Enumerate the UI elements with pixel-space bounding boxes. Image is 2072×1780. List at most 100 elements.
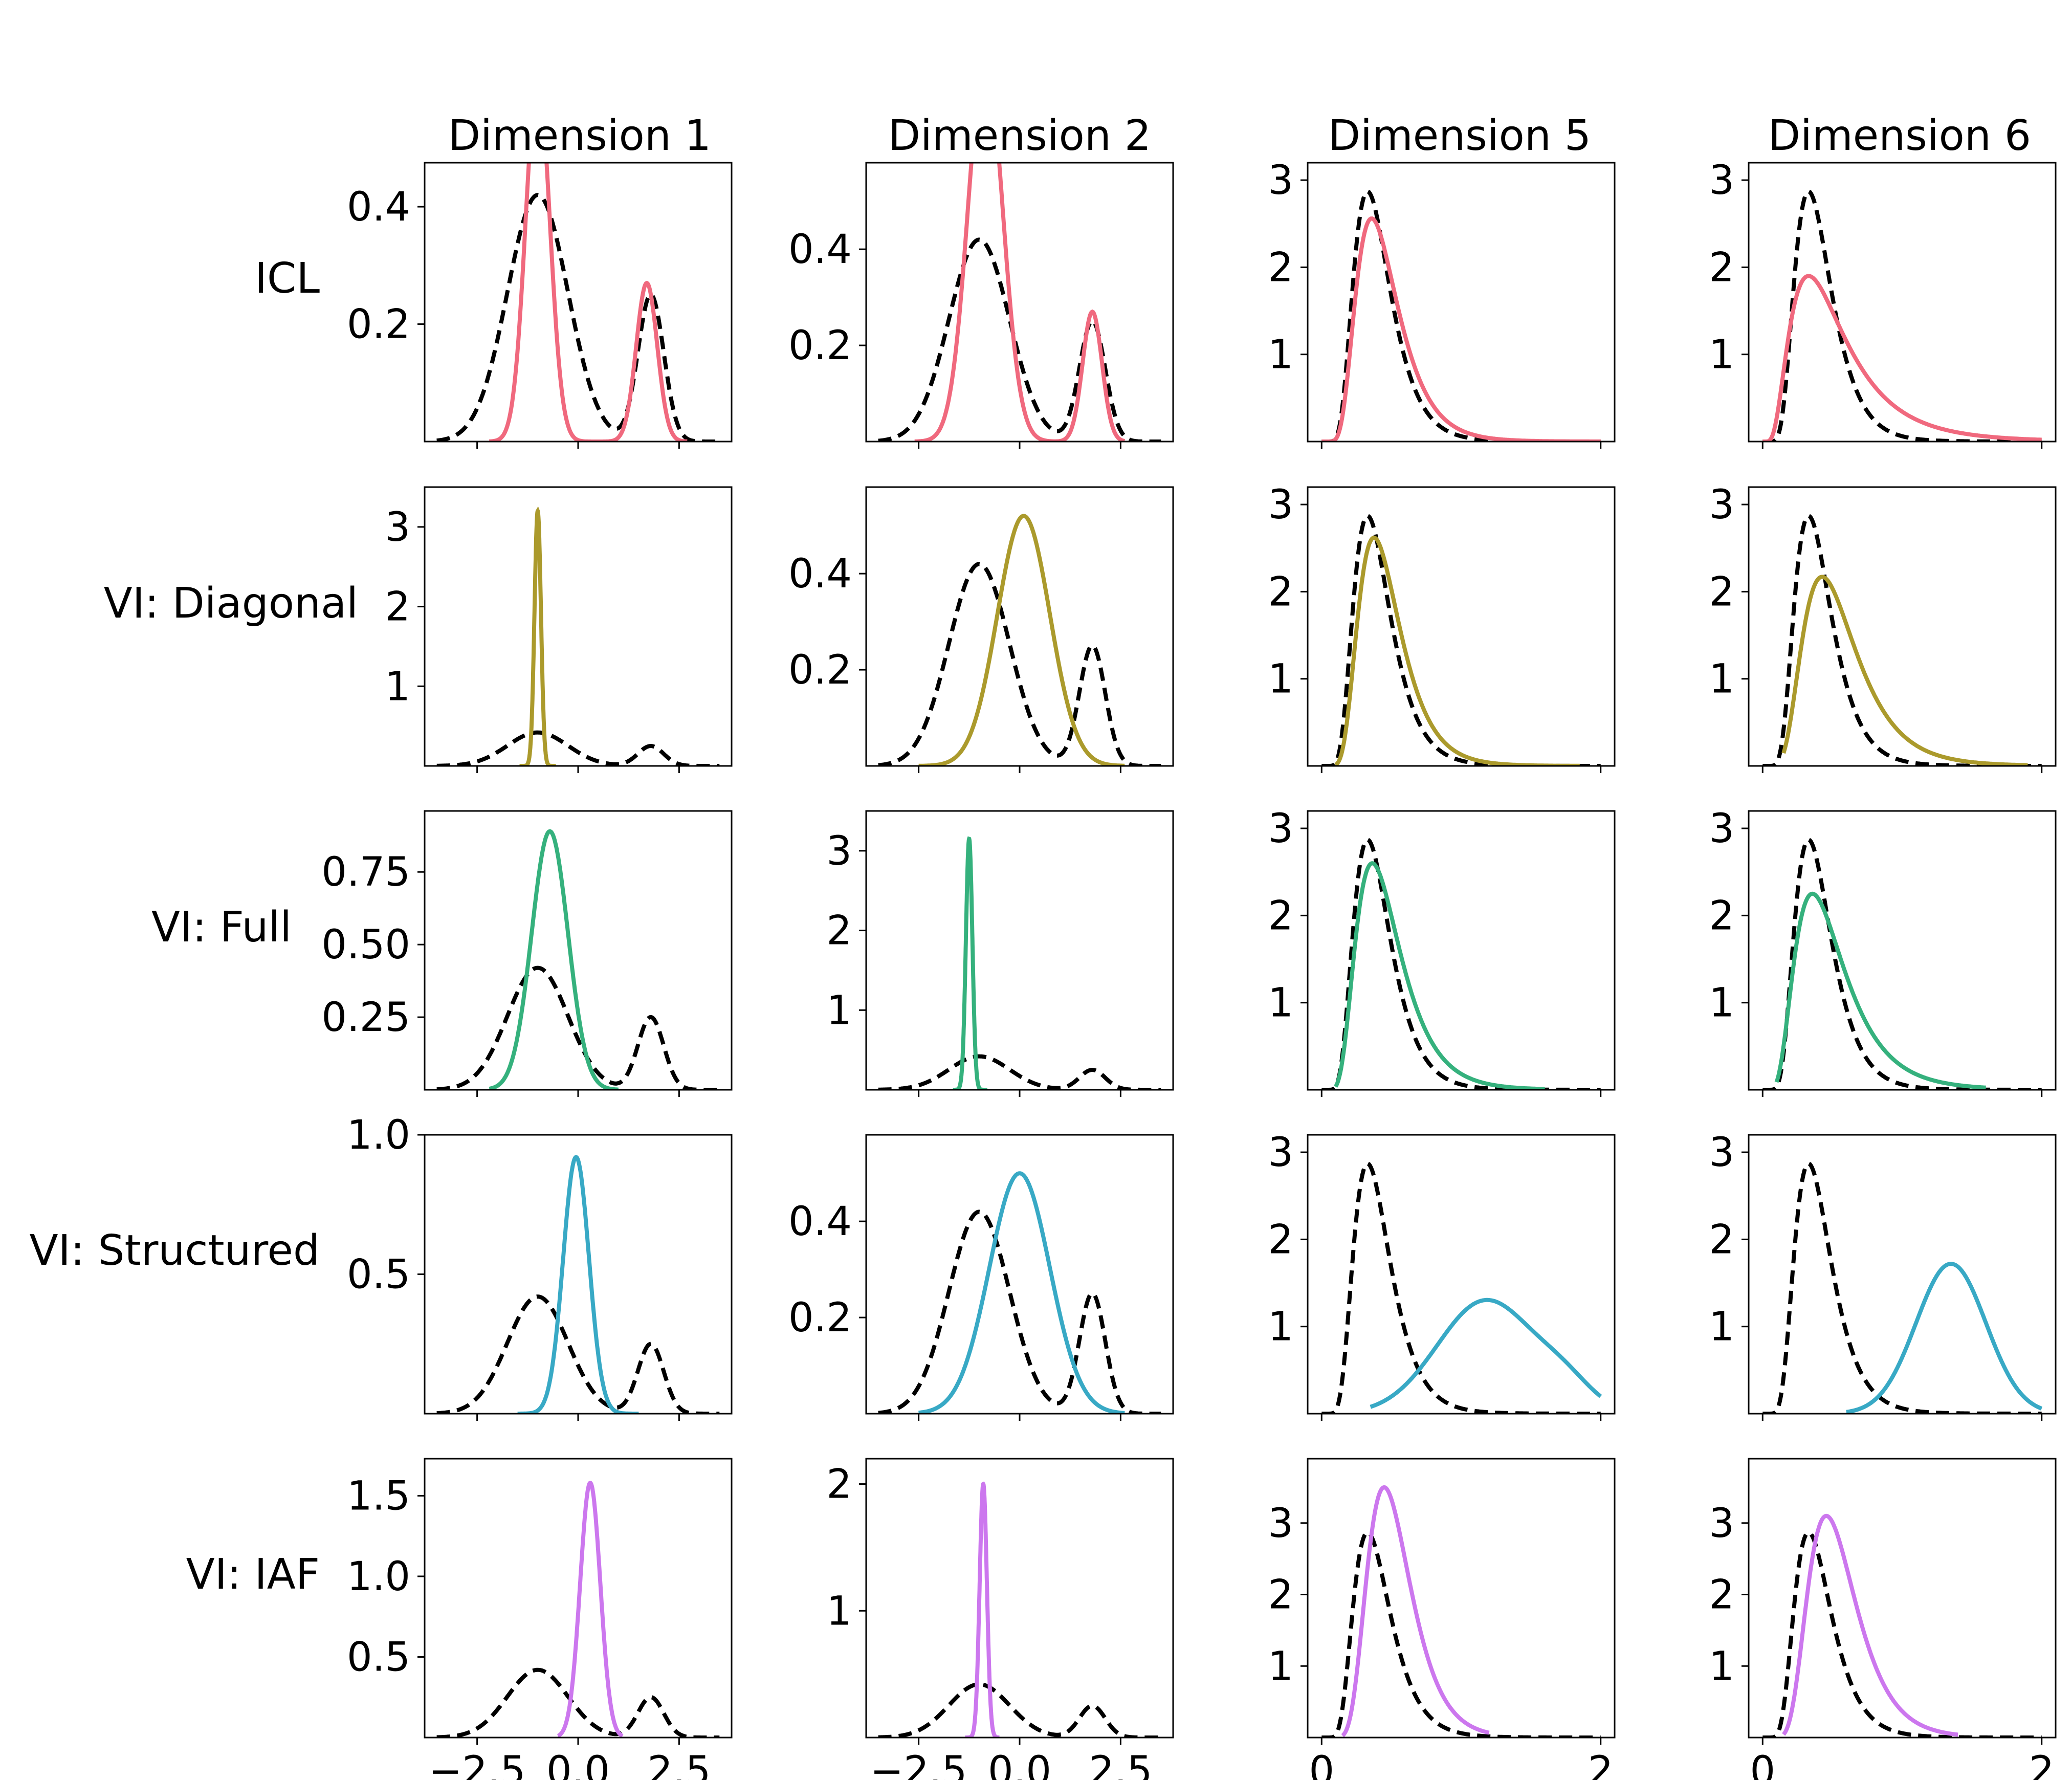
axes-frame [1748,1458,2057,1739]
axes-frame [1748,486,2057,767]
x-tick-label: 2 [1588,1748,1614,1780]
panel-r2-c1: 1 2 3 [385,486,733,773]
axes-frame [1748,162,2057,443]
column-titles: Dimension 1 Dimension 2 Dimension 5 Dime… [448,112,2031,160]
reference-density-line [436,193,720,442]
method-density-line [489,829,619,1090]
panel-r4-c3: 1 2 3 [1268,1130,1616,1421]
y-tick-label: 2 [1268,245,1293,291]
x-tick-label: −2.5 [870,1748,967,1780]
reference-density-line [436,1294,720,1414]
row-label-vi-full: VI: Full [151,903,292,952]
y-tick-label: 2 [1268,1217,1293,1263]
y-tick-label: 0.4 [347,184,410,230]
reference-density-line [1762,513,2042,766]
panel-r3-c1: 0.25 0.50 0.75 [321,810,733,1097]
x-tick-label: −2.5 [429,1748,525,1780]
reference-density-line [1762,1530,2042,1738]
y-tick-label: 3 [1709,158,1734,204]
y-tick-label: 1 [1268,332,1293,378]
method-density-line [1781,575,2028,766]
row-label-icl: ICL [255,254,320,303]
y-tick-label: 1 [1268,1643,1293,1689]
y-tick-label: 1 [1709,1643,1734,1689]
y-tick-label: 1 [385,664,410,710]
y-tick-label: 2 [1268,1572,1293,1618]
reference-density-line [1762,837,2042,1090]
y-tick-label: 0.2 [788,323,852,369]
y-tick-label: 0.2 [788,647,852,693]
y-tick-label: 2 [826,908,852,954]
method-density-line [914,163,1126,442]
y-tick-label: 2 [1268,893,1293,939]
y-tick-label: 0.4 [788,1199,852,1245]
reference-density-line [878,237,1161,442]
reference-density-line [436,730,720,766]
panel-r5-c3: 1 2 3 0 2 [1268,1458,1616,1780]
reference-density-line [436,965,720,1090]
row-label-vi-structured: VI: Structured [30,1226,320,1275]
panel-r1-c3: 1 2 3 [1268,158,1616,449]
reference-density-line [1762,189,2042,442]
reference-density-line [1762,1161,2042,1414]
column-title-2: Dimension 2 [888,112,1151,160]
y-tick-label: 2 [1709,245,1734,291]
reference-density-line [878,562,1161,766]
method-density-line [1774,891,1986,1090]
reference-density-line [878,1054,1161,1090]
reference-density-line [1321,1530,1601,1738]
panel-r4-c1: 0.5 1.0 [347,1112,733,1421]
panel-r3-c3: 1 2 3 [1268,806,1616,1097]
x-tick-label: 2 [2029,1748,2055,1780]
row-labels: ICL VI: Diagonal VI: Full VI: Structured… [30,254,358,1599]
y-tick-label: 3 [1709,806,1734,852]
panel-r5-c1: 0.5 1.0 1.5 −2.5 0.0 2.5 [347,1458,733,1780]
reference-density-line [436,1667,720,1738]
y-tick-label: 1 [1709,1304,1734,1350]
panel-r4-c2: 0.2 0.4 [788,1134,1174,1421]
y-tick-label: 2 [1268,569,1293,615]
y-tick-label: 2 [385,584,410,630]
axes-frame [1748,1134,2057,1415]
row-label-vi-iaf: VI: IAF [186,1550,320,1599]
x-tick-label: 0.0 [546,1748,610,1780]
y-tick-label: 0.2 [347,302,410,348]
panel-r3-c4: 1 2 3 [1709,806,2057,1097]
panel-r5-c2: 1 2 −2.5 0.0 2.5 [826,1458,1174,1780]
y-tick-label: 1 [1268,656,1293,702]
y-tick-label: 2 [826,1462,852,1508]
y-tick-label: 1.5 [347,1473,410,1519]
axes-frame [1307,1134,1616,1415]
y-tick-label: 2 [1709,1217,1734,1263]
method-density-line [1341,1485,1490,1738]
panel-r1-c1: 0.2 0.4 [347,162,733,449]
axes-frame [1307,162,1616,443]
y-tick-label: 0.4 [788,551,852,597]
method-density-line [1782,1513,1958,1737]
y-tick-label: 0.5 [347,1252,410,1298]
y-tick-label: 3 [1268,1130,1293,1176]
reference-density-line [1321,189,1601,442]
column-title-4: Dimension 6 [1768,112,2031,160]
panel-r3-c2: 1 2 3 [826,810,1174,1097]
y-tick-label: 0.5 [347,1634,410,1680]
panel-r2-c2: 0.2 0.4 [788,486,1174,773]
column-title-1: Dimension 1 [448,112,711,160]
y-tick-label: 3 [1709,1130,1734,1176]
y-tick-label: 3 [385,504,410,551]
panel-r1-c2: 0.2 0.4 [788,162,1174,449]
row-label-vi-diagonal: VI: Diagonal [104,579,358,628]
axes-frame [1307,486,1616,767]
x-tick-label: 0 [1750,1748,1775,1780]
x-tick-label: 2.5 [1089,1748,1152,1780]
y-tick-label: 3 [1268,158,1293,204]
y-tick-label: 1 [826,1588,852,1634]
y-tick-label: 1.0 [347,1554,410,1600]
panel-r2-c3: 1 2 3 [1268,482,1616,773]
method-density-line [517,1155,639,1414]
reference-density-line [1321,837,1601,1090]
y-tick-label: 1 [1709,980,1734,1026]
y-tick-label: 1 [826,987,852,1034]
